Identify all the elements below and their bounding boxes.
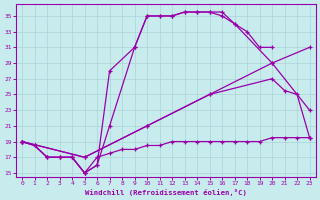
X-axis label: Windchill (Refroidissement éolien,°C): Windchill (Refroidissement éolien,°C) bbox=[85, 189, 247, 196]
